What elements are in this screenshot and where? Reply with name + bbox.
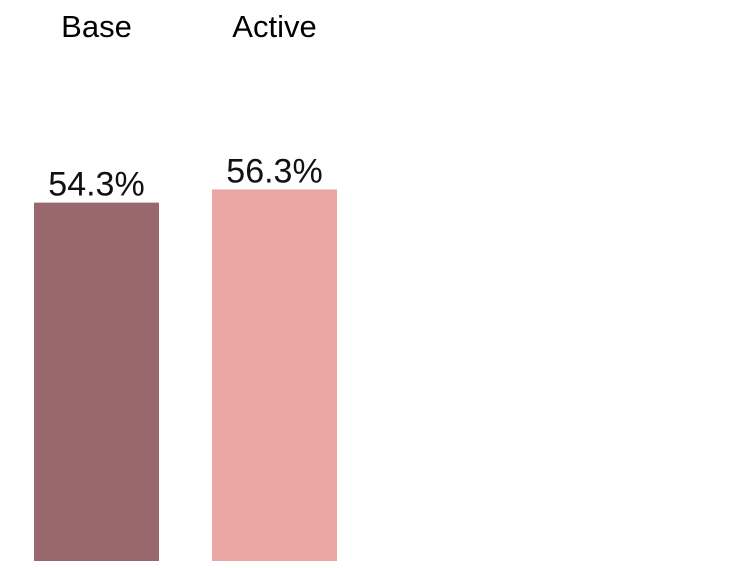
category-label-active: Active: [232, 9, 316, 44]
value-labels: 54.3% 56.3%: [48, 152, 322, 203]
bars: [34, 189, 337, 562]
bar-active: [212, 189, 337, 562]
bar-base: [34, 202, 159, 561]
value-label-base: 54.3%: [48, 166, 144, 204]
value-label-active: 56.3%: [226, 152, 322, 190]
category-labels: Base Active: [61, 9, 317, 44]
category-label-base: Base: [61, 9, 132, 44]
